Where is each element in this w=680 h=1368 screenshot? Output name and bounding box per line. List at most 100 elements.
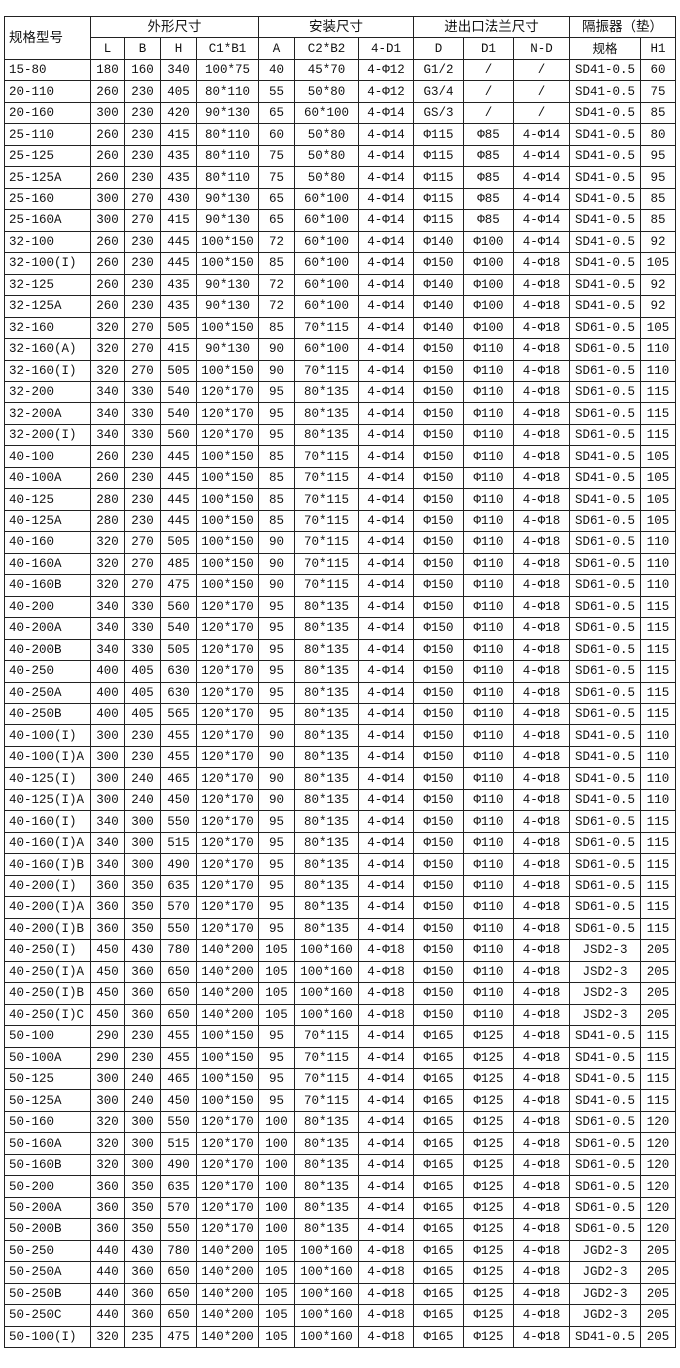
table-row: 40-160B 320 270 475 100*150 90 70*115 4-Φ14 Φ150… bbox=[4, 574, 677, 597]
cell-c2-b2: 80*135 bbox=[294, 638, 359, 662]
cell-n-d: 4-Φ18 bbox=[513, 1196, 571, 1220]
cell-d1: Φ110 bbox=[463, 724, 515, 747]
cell-b: 330 bbox=[124, 423, 161, 447]
cell-a: 105 bbox=[258, 982, 295, 1005]
cell-4-d1: 4-Φ14 bbox=[357, 1046, 415, 1069]
cell-h: 780 bbox=[160, 939, 197, 962]
table-row: 40-250 400 405 630 120*170 95 80*135 4-Φ14 Φ150 Φ… bbox=[4, 660, 677, 683]
cell-d: Φ165 bbox=[413, 1325, 465, 1349]
cell-model: 40-250A bbox=[4, 681, 91, 705]
cell-a: 105 bbox=[258, 1239, 295, 1263]
cell-d1: Φ110 bbox=[463, 423, 515, 447]
cell-b: 360 bbox=[124, 1304, 161, 1327]
table-row: 20-160 300 230 420 90*130 65 60*100 4-Φ14 GS/3//… bbox=[4, 101, 677, 125]
cell-d: Φ150 bbox=[413, 660, 465, 683]
cell-h: 490 bbox=[160, 853, 197, 876]
cell-l: 260 bbox=[90, 80, 125, 103]
cell-n-d: / bbox=[513, 80, 571, 103]
cell-model: 50-250C bbox=[4, 1304, 91, 1327]
cell-c2-b2: 80*135 bbox=[294, 423, 359, 447]
cell-n-d: 4-Φ18 bbox=[513, 338, 571, 361]
cell-model: 40-125 bbox=[4, 488, 91, 511]
cell-4-d1: 4-Φ14 bbox=[357, 402, 415, 425]
table-row: 25-125A 260 230 435 80*110 75 50*80 4-Φ14 Φ115 Φ8… bbox=[4, 166, 677, 189]
cell-c1-b1: 140*200 bbox=[196, 1282, 259, 1306]
cell-isolator-spec: SD61-0.5 bbox=[569, 896, 642, 919]
cell-4-d1: 4-Φ14 bbox=[357, 380, 415, 404]
cell-isolator-spec: SD41-0.5 bbox=[569, 230, 642, 254]
cell-model: 25-160 bbox=[4, 187, 91, 211]
cell-d: Φ150 bbox=[413, 423, 465, 447]
cell-b: 350 bbox=[124, 1175, 161, 1198]
cell-model: 40-160 bbox=[4, 531, 91, 554]
cell-h1: 115 bbox=[640, 831, 677, 855]
cell-a: 105 bbox=[258, 1003, 295, 1027]
cell-4-d1: 4-Φ14 bbox=[357, 1153, 415, 1177]
cell-l: 300 bbox=[90, 1067, 125, 1091]
table-row: 50-160 320 300 550 120*170 100 80*135 4-Φ14 Φ165… bbox=[4, 1110, 677, 1134]
cell-n-d: 4-Φ14 bbox=[513, 209, 571, 232]
header-group-row: 规格型号 外形尺寸 安装尺寸 进出口法兰尺寸 隔振器（垫） bbox=[4, 15, 677, 60]
cell-h: 780 bbox=[160, 1239, 197, 1263]
cell-4-d1: 4-Φ14 bbox=[357, 1089, 415, 1112]
column-header-c2-b2: C2*B2 bbox=[294, 37, 359, 60]
cell-c2-b2: 70*115 bbox=[294, 1089, 359, 1112]
table-row: 40-200(I)A 360 350 570 120*170 95 80*135 4-Φ14 Φ… bbox=[4, 896, 677, 919]
cell-4-d1: 4-Φ14 bbox=[357, 144, 415, 168]
vibration-isolator-header: 隔振器（垫） bbox=[569, 15, 677, 39]
table-row: 32-125 260 230 435 90*130 72 60*100 4-Φ14 Φ140 Φ1… bbox=[4, 273, 677, 297]
cell-isolator-spec: SD41-0.5 bbox=[569, 488, 642, 511]
cell-c2-b2: 80*135 bbox=[294, 896, 359, 919]
cell-l: 300 bbox=[90, 788, 125, 812]
cell-isolator-spec: SD61-0.5 bbox=[569, 917, 642, 941]
cell-l: 300 bbox=[90, 101, 125, 125]
cell-isolator-spec: SD61-0.5 bbox=[569, 874, 642, 898]
table-row: 50-200 360 350 635 120*170 100 80*135 4-Φ14 Φ165… bbox=[4, 1175, 677, 1198]
cell-model: 32-160(I) bbox=[4, 359, 91, 382]
cell-c2-b2: 80*135 bbox=[294, 745, 359, 769]
cell-d: G1/2 bbox=[413, 58, 465, 82]
cell-l: 180 bbox=[90, 58, 125, 82]
cell-a: 95 bbox=[258, 702, 295, 726]
cell-d1: Φ110 bbox=[463, 638, 515, 662]
cell-c2-b2: 100*160 bbox=[294, 939, 359, 962]
cell-4-d1: 4-Φ14 bbox=[357, 638, 415, 662]
cell-c1-b1: 120*170 bbox=[196, 1175, 259, 1198]
cell-d: Φ150 bbox=[413, 724, 465, 747]
cell-h1: 205 bbox=[640, 1003, 677, 1027]
cell-l: 300 bbox=[90, 724, 125, 747]
cell-h1: 205 bbox=[640, 1282, 677, 1306]
cell-h1: 115 bbox=[640, 810, 677, 833]
cell-d1: Φ110 bbox=[463, 810, 515, 833]
cell-h: 505 bbox=[160, 359, 197, 382]
cell-b: 240 bbox=[124, 767, 161, 790]
cell-4-d1: 4-Φ14 bbox=[357, 660, 415, 683]
cell-n-d: 4-Φ18 bbox=[513, 1304, 571, 1327]
cell-model: 32-100 bbox=[4, 230, 91, 254]
cell-4-d1: 4-Φ14 bbox=[357, 101, 415, 125]
cell-b: 230 bbox=[124, 1046, 161, 1069]
cell-model: 25-110 bbox=[4, 123, 91, 146]
cell-a: 105 bbox=[258, 1304, 295, 1327]
cell-h: 505 bbox=[160, 316, 197, 340]
cell-d1: Φ110 bbox=[463, 960, 515, 984]
cell-h1: 115 bbox=[640, 1067, 677, 1091]
cell-c1-b1: 80*110 bbox=[196, 123, 259, 146]
cell-a: 85 bbox=[258, 509, 295, 533]
cell-n-d: 4-Φ18 bbox=[513, 617, 571, 640]
cell-model: 50-160B bbox=[4, 1153, 91, 1177]
cell-h: 445 bbox=[160, 509, 197, 533]
cell-c1-b1: 120*170 bbox=[196, 702, 259, 726]
cell-b: 300 bbox=[124, 1132, 161, 1155]
cell-d: Φ165 bbox=[413, 1196, 465, 1220]
cell-n-d: 4-Φ18 bbox=[513, 1239, 571, 1263]
cell-4-d1: 4-Φ18 bbox=[357, 1261, 415, 1284]
cell-4-d1: 4-Φ14 bbox=[357, 338, 415, 361]
cell-d1: Φ110 bbox=[463, 1003, 515, 1027]
cell-isolator-spec: SD41-0.5 bbox=[569, 295, 642, 318]
cell-c1-b1: 100*150 bbox=[196, 488, 259, 511]
cell-h1: 120 bbox=[640, 1196, 677, 1220]
cell-model: 32-125A bbox=[4, 295, 91, 318]
cell-l: 400 bbox=[90, 702, 125, 726]
cell-c1-b1: 100*150 bbox=[196, 230, 259, 254]
